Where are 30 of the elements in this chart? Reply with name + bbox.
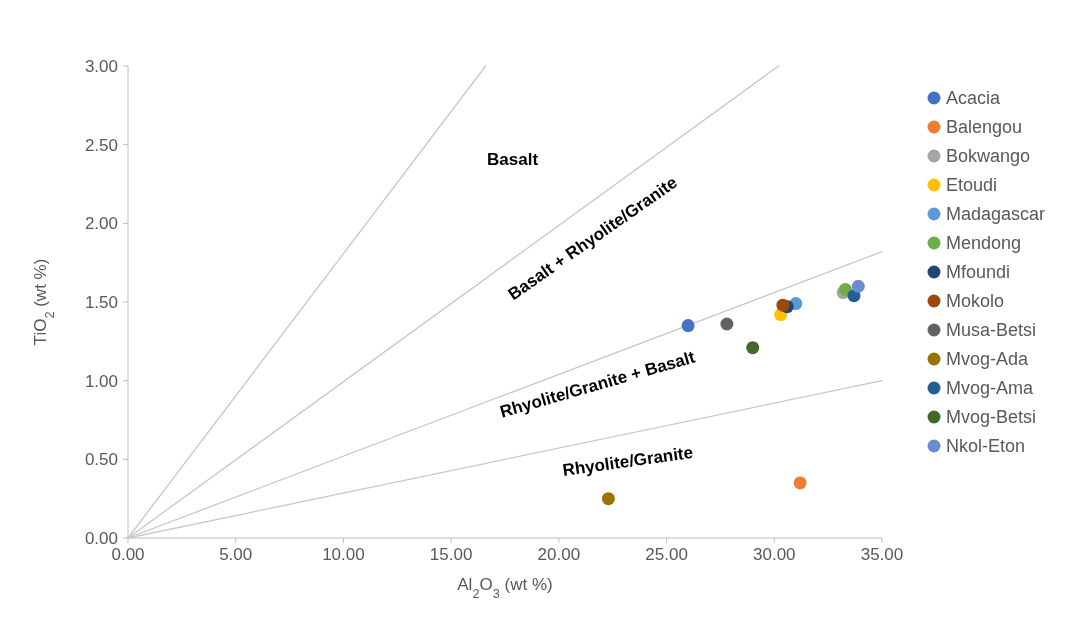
x-axis-title: Al$_{2}$O$_{3}$ (wt %) (457, 575, 553, 601)
y-tick-label: 1.50 (84, 293, 118, 312)
x-tick-label: 0.00 (111, 545, 145, 564)
y-tick-label: 3.00 (84, 57, 118, 76)
legend-label: Mvog-Ama (946, 378, 1035, 398)
legend-label: Mvog-Ada (946, 349, 1030, 369)
x-tick-label: 25.00 (645, 545, 688, 564)
annotation: Basalt (487, 149, 539, 169)
legend-label: Balengou (946, 117, 1023, 137)
legend-label: Acacia (946, 88, 1002, 108)
legend-label: Mvog-Betsi (946, 407, 1037, 427)
legend-label: Mendong (946, 233, 1022, 253)
x-tick-label: 15.00 (429, 545, 473, 564)
x-tick-label: 5.00 (219, 545, 253, 564)
legend-label: Madagascar (946, 204, 1046, 224)
y-tick-label: 2.50 (84, 135, 118, 155)
legend-label: Mokolo (946, 291, 1005, 311)
legend-label: Nkol-Eton (946, 436, 1026, 456)
y-tick-label: 0.00 (84, 529, 118, 548)
x-tick-label: 20.00 (537, 545, 581, 564)
legend-label: Etoudi (946, 175, 998, 195)
x-tick-label: 10.00 (322, 545, 365, 564)
x-tick-label: 35.00 (860, 545, 904, 564)
legend-label: Mfoundi (946, 262, 1011, 282)
y-tick-label: 0.50 (84, 450, 118, 470)
x-tick-label: 30.00 (753, 545, 796, 564)
y-tick-label: 1.00 (84, 371, 118, 391)
legend-label: Bokwango (946, 146, 1031, 166)
legend-label: Musa-Betsi (946, 320, 1037, 340)
y-tick-label: 2.00 (84, 214, 118, 234)
